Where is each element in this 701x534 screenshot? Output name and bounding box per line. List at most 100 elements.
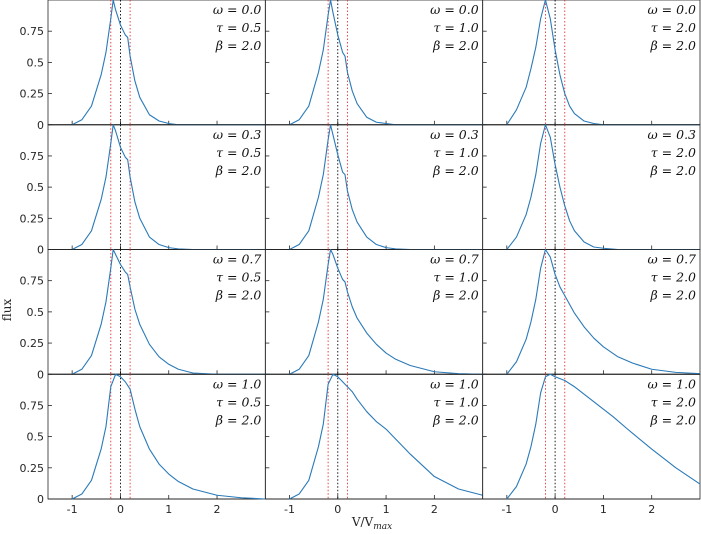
panel-annotation-beta: β = 2.0 (432, 288, 479, 303)
panel-annotation-tau: τ = 2.0 (651, 394, 696, 409)
panel-annotation-beta: β = 2.0 (215, 163, 262, 178)
x-axis-label-sub: max (373, 522, 392, 532)
y-axis-label: flux (0, 299, 14, 322)
panel-annotation-beta: β = 2.0 (649, 38, 696, 53)
panel-annotation-tau: τ = 0.5 (216, 270, 261, 285)
panel-annotation-beta: β = 2.0 (215, 288, 262, 303)
x-tick-label: 1 (383, 503, 390, 516)
y-tick-label: 0.25 (20, 462, 45, 475)
y-tick-label: 0 (37, 244, 44, 257)
panels-grid: ω = 0.0 τ = 0.5 β = 2.0 ω = 0.0 τ = 1.0 β = 2… (47, 0, 701, 500)
panel-frame (264, 249, 484, 375)
y-tick-label: 0.75 (20, 150, 45, 163)
panel-frame (47, 124, 266, 250)
panel-3-2: ω = 0.7 τ = 1.0 β = 2.0 (264, 248, 484, 375)
x-axis-label: V/Vmax (351, 515, 392, 532)
panel-annotation-beta: β = 2.0 (215, 38, 262, 53)
panel-annotation-tau: τ = 0.5 (216, 20, 261, 35)
panel-1-2: ω = 0.0 τ = 1.0 β = 2.0 (264, 0, 484, 126)
panel-3-1: ω = 0.7 τ = 0.5 β = 2.0 (47, 248, 266, 375)
flux-line (71, 0, 266, 126)
y-tick-label: 0.25 (20, 88, 45, 101)
panel-annotation-omega: ω = 1.0 (430, 376, 479, 391)
panel-annotation-beta: β = 2.0 (649, 412, 696, 427)
y-tick-label: 0.5 (27, 306, 45, 319)
panel-annotation-beta: β = 2.0 (432, 412, 479, 427)
x-tick-label: -1 (284, 503, 295, 516)
y-tick-label: 0 (37, 119, 44, 132)
panel-annotation-omega: ω = 0.0 (648, 2, 697, 17)
flux-line (289, 373, 483, 500)
panel-1-1: ω = 0.0 τ = 0.5 β = 2.0 (47, 0, 266, 126)
panel-frame (47, 0, 266, 126)
y-tick-label: 0.25 (20, 212, 45, 225)
x-tick-label: -1 (501, 503, 512, 516)
y-tick-label: 0 (37, 493, 44, 506)
y-tick-label: 0.75 (20, 25, 45, 38)
y-tick-labels: 0 0.25 0.5 0.75 0 0.25 0.5 0.75 0 0.25 0.5 0.75 0 0.2… (20, 25, 45, 506)
flux-line (289, 124, 483, 251)
panel-frame (264, 124, 484, 250)
panel-annotation-omega: ω = 0.3 (648, 127, 697, 142)
x-tick-label: 0 (552, 503, 559, 516)
panel-annotation-omega: ω = 0.7 (213, 252, 262, 267)
panel-4-3: ω = 1.0 τ = 2.0 β = 2.0 (482, 373, 701, 500)
x-tick-labels: -1 0 1 2 -1 0 1 2 -1 0 1 2 (67, 503, 656, 516)
x-tick-label: 2 (431, 503, 438, 516)
panel-frame (482, 0, 701, 126)
panel-4-2: ω = 1.0 τ = 1.0 β = 2.0 (264, 373, 484, 500)
flux-line (289, 248, 483, 375)
flux-line (506, 124, 700, 251)
panel-3-3: ω = 0.7 τ = 2.0 β = 2.0 (482, 248, 701, 375)
panel-frame (264, 0, 484, 126)
flux-line (71, 248, 266, 375)
panel-annotation-beta: β = 2.0 (649, 288, 696, 303)
panel-annotation-tau: τ = 0.5 (216, 394, 261, 409)
panel-1-3: ω = 0.0 τ = 2.0 β = 2.0 (482, 0, 701, 126)
panel-annotation-omega: ω = 0.7 (648, 252, 697, 267)
panel-2-3: ω = 0.3 τ = 2.0 β = 2.0 (482, 124, 701, 251)
panel-annotation-tau: τ = 2.0 (651, 20, 696, 35)
panel-annotation-omega: ω = 1.0 (213, 376, 262, 391)
y-tick-label: 0.25 (20, 337, 45, 350)
panel-annotation-beta: β = 2.0 (432, 163, 479, 178)
x-tick-label: 2 (214, 503, 221, 516)
panel-2-1: ω = 0.3 τ = 0.5 β = 2.0 (47, 124, 266, 251)
panel-annotation-tau: τ = 2.0 (651, 145, 696, 160)
panel-frame (482, 249, 701, 375)
y-tick-label: 0.5 (27, 56, 45, 69)
x-tick-label: 0 (334, 503, 341, 516)
flux-line (506, 0, 700, 126)
y-tick-label: 0.75 (20, 399, 45, 412)
y-tick-label: 0.75 (20, 275, 45, 288)
x-tick-label: 1 (600, 503, 607, 516)
panel-annotation-omega: ω = 0.7 (430, 252, 479, 267)
y-tick-label: 0 (37, 368, 44, 381)
panel-annotation-omega: ω = 0.3 (430, 127, 479, 142)
flux-line (506, 373, 701, 500)
y-tick-label: 0.5 (27, 181, 45, 194)
flux-line (71, 124, 266, 251)
panel-annotation-omega: ω = 0.0 (430, 2, 479, 17)
panel-annotation-tau: τ = 1.0 (433, 270, 478, 285)
panel-annotation-tau: τ = 0.5 (216, 145, 261, 160)
panel-frame (47, 249, 266, 375)
panel-annotation-tau: τ = 1.0 (433, 145, 478, 160)
x-tick-label: -1 (67, 503, 78, 516)
flux-line (71, 373, 266, 500)
panel-frame (482, 373, 701, 500)
panel-annotation-beta: β = 2.0 (649, 163, 696, 178)
panel-annotation-tau: τ = 2.0 (651, 270, 696, 285)
panel-frame (482, 124, 701, 250)
panel-annotation-tau: τ = 1.0 (433, 20, 478, 35)
panel-frame (47, 373, 266, 500)
panel-annotation-omega: ω = 0.3 (213, 127, 262, 142)
panel-4-1: ω = 1.0 τ = 0.5 β = 2.0 (47, 373, 266, 500)
panel-annotation-beta: β = 2.0 (432, 38, 479, 53)
x-tick-label: 2 (648, 503, 655, 516)
panel-annotation-omega: ω = 0.0 (213, 2, 262, 17)
panel-annotation-omega: ω = 1.0 (648, 376, 697, 391)
flux-line (506, 248, 701, 375)
x-tick-label: 1 (165, 503, 172, 516)
